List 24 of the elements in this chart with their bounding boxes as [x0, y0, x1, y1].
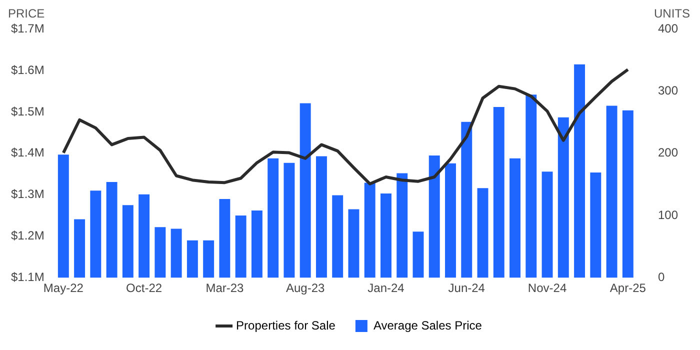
y-tick-label: $1.7M	[10, 22, 44, 36]
y-tick-label: $1.5M	[10, 104, 44, 118]
y-tick-label: $1.3M	[10, 187, 44, 202]
y-axis-title: PRICE	[8, 6, 45, 20]
x-tick-label: Aug-23	[286, 281, 326, 296]
legend-label: Average Sales Price	[373, 318, 482, 332]
y2-tick-label: 400	[658, 22, 678, 36]
x-tick-label: Jan-24	[368, 281, 405, 296]
y-tick-label: $1.2M	[10, 228, 44, 243]
x-tick-label: Apr-25	[610, 281, 646, 296]
legend-label: Properties for Sale	[236, 318, 336, 332]
x-tick-label: Jun-24	[448, 281, 486, 296]
y2-axis-title: UNITS	[654, 6, 690, 20]
x-tick-label: Nov-24	[528, 281, 567, 296]
y2-tick-label: 100	[658, 208, 678, 222]
x-tick-label: May-22	[43, 281, 84, 296]
y2-tick-label: 0	[658, 270, 665, 284]
x-tick-label: Oct-22	[126, 281, 162, 296]
y-tick-label: $1.4M	[10, 146, 44, 160]
y-tick-label: $1.1M	[10, 270, 44, 284]
x-tick-label: Mar-23	[206, 281, 244, 296]
y-tick-label: $1.6M	[10, 62, 44, 77]
y2-tick-label: 300	[658, 84, 678, 98]
y2-tick-label: 200	[658, 146, 678, 160]
